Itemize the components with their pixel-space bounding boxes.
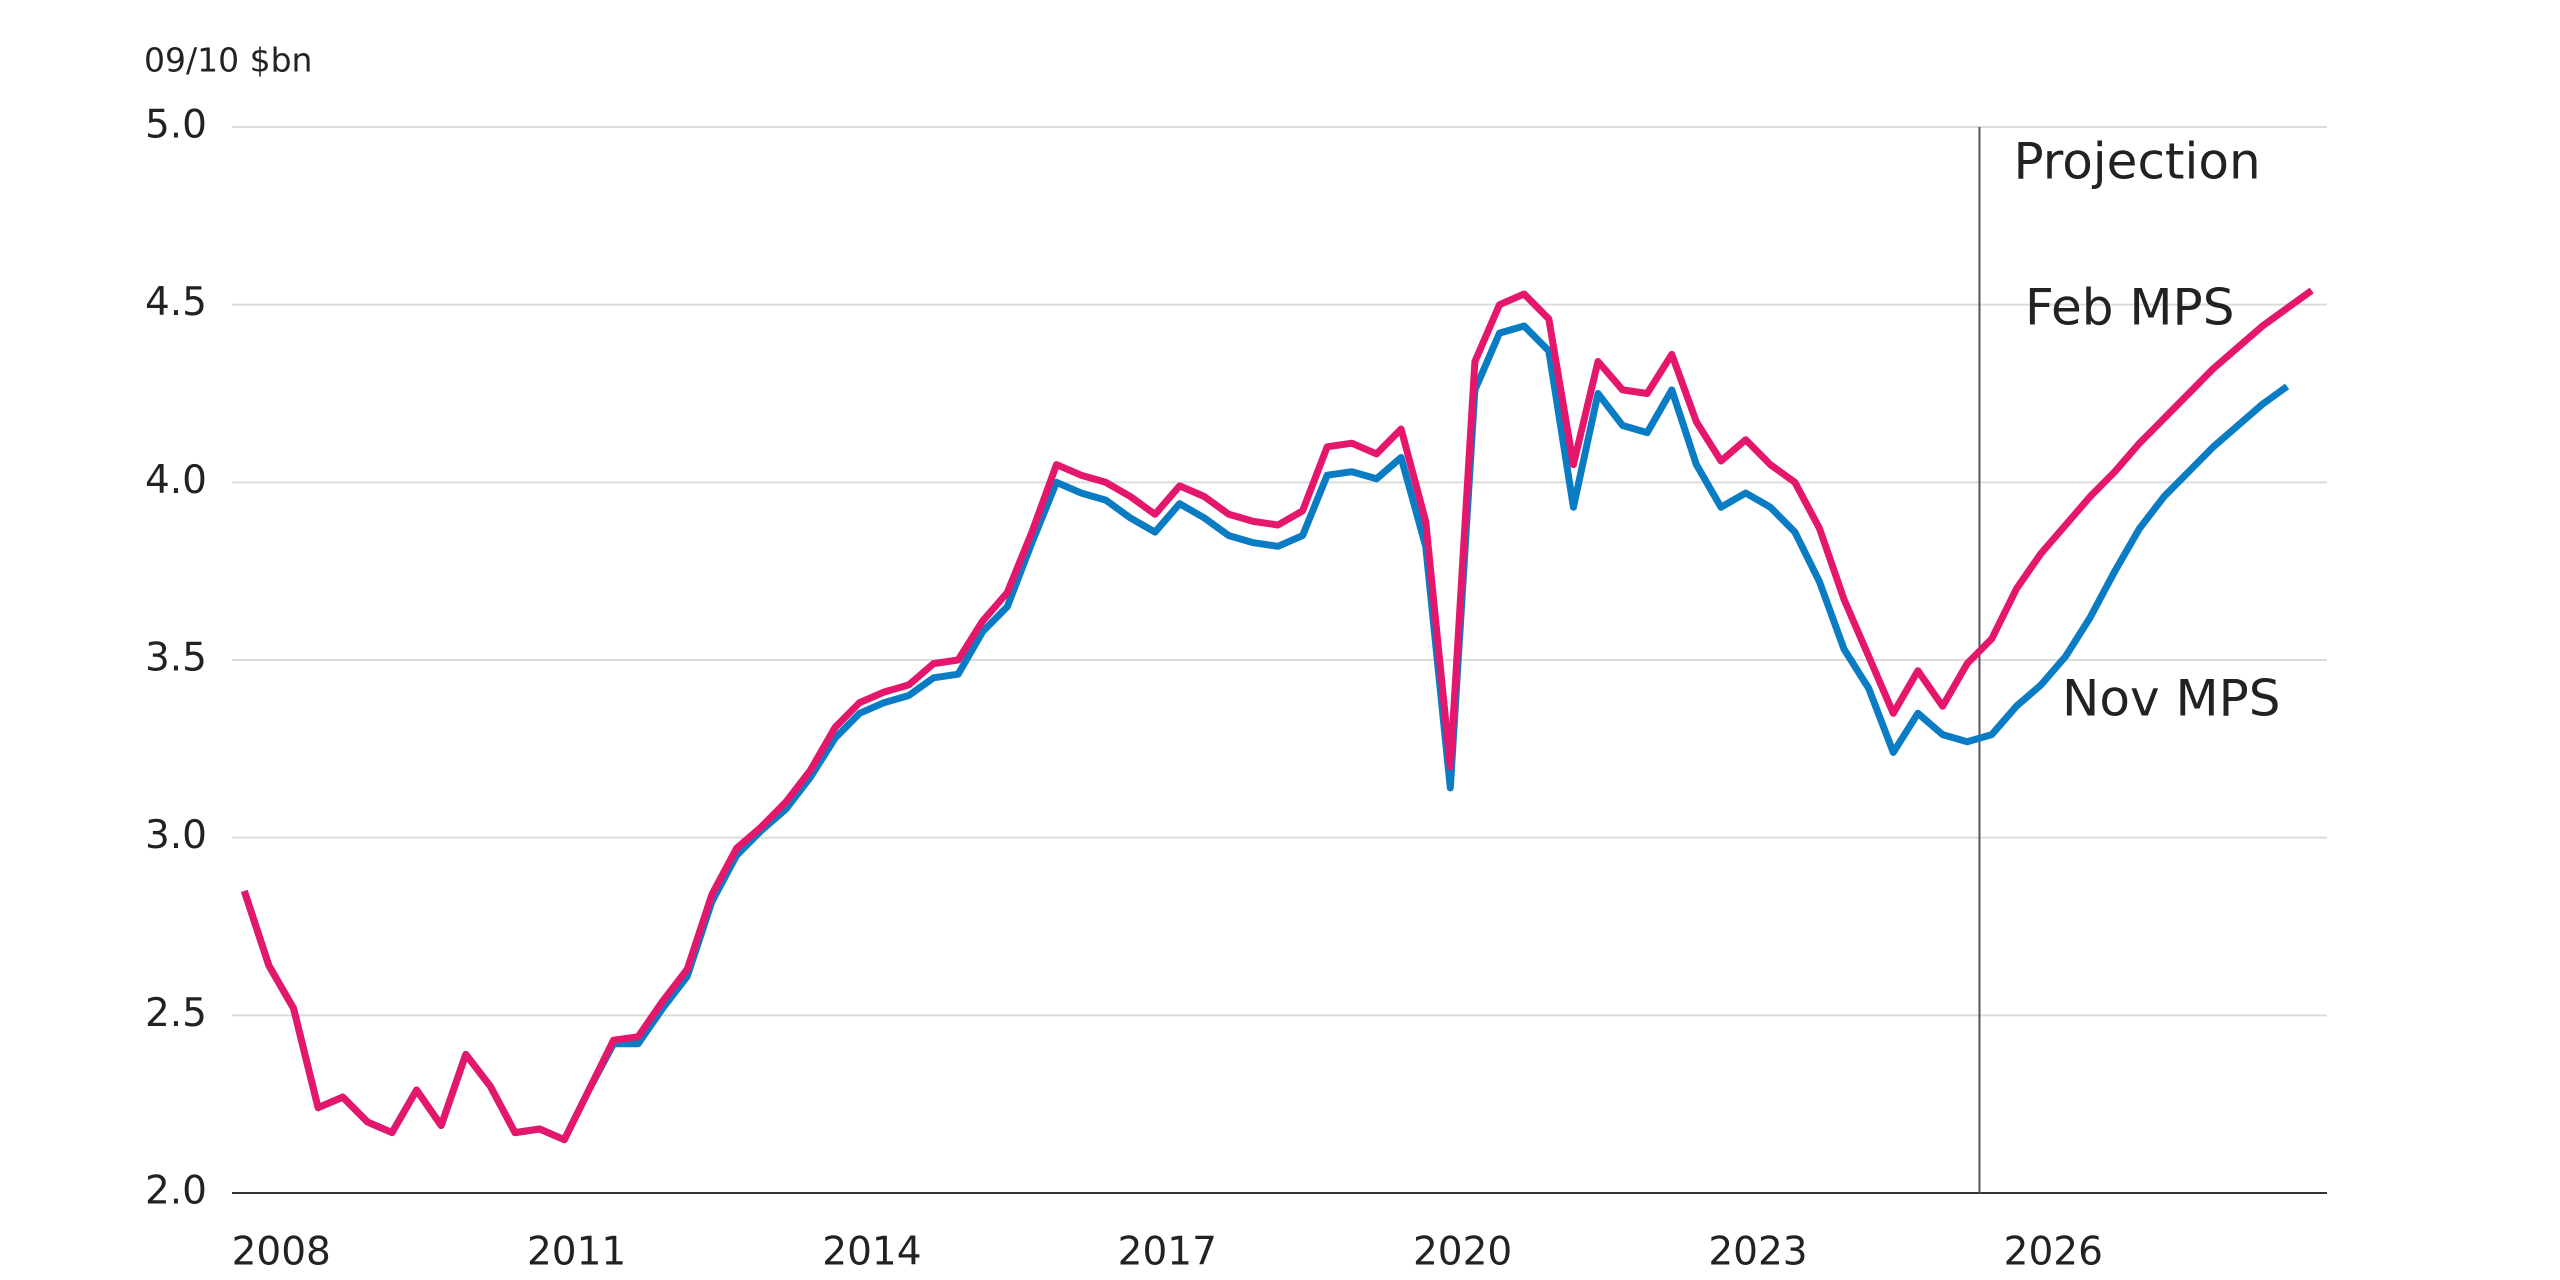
y-tick-label: 3.0 <box>145 813 207 858</box>
x-tick-label: 2014 <box>822 1230 921 1275</box>
series-label: Feb MPS <box>2025 279 2234 337</box>
y-tick-label: 3.5 <box>145 636 207 681</box>
projection-label: Projection <box>2013 133 2260 191</box>
y-tick-label: 4.5 <box>145 280 207 325</box>
x-tick-label: 2023 <box>1708 1230 1807 1275</box>
x-tick-label: 2008 <box>232 1230 331 1275</box>
series-line <box>240 287 2314 1144</box>
y-tick-label: 5.0 <box>145 103 207 148</box>
y-unit-label: 09/10 $bn <box>144 41 312 80</box>
x-tick-label: 2026 <box>2004 1230 2103 1275</box>
x-tick-label: 2017 <box>1118 1230 1217 1275</box>
y-tick-label: 4.0 <box>145 458 207 503</box>
x-tick-label: 2020 <box>1413 1230 1512 1275</box>
y-tick-label: 2.5 <box>145 991 207 1036</box>
series-label: Nov MPS <box>2062 670 2281 728</box>
series-line <box>240 322 2290 1144</box>
y-tick-label: 2.0 <box>145 1169 207 1214</box>
x-tick-label: 2011 <box>527 1230 626 1275</box>
